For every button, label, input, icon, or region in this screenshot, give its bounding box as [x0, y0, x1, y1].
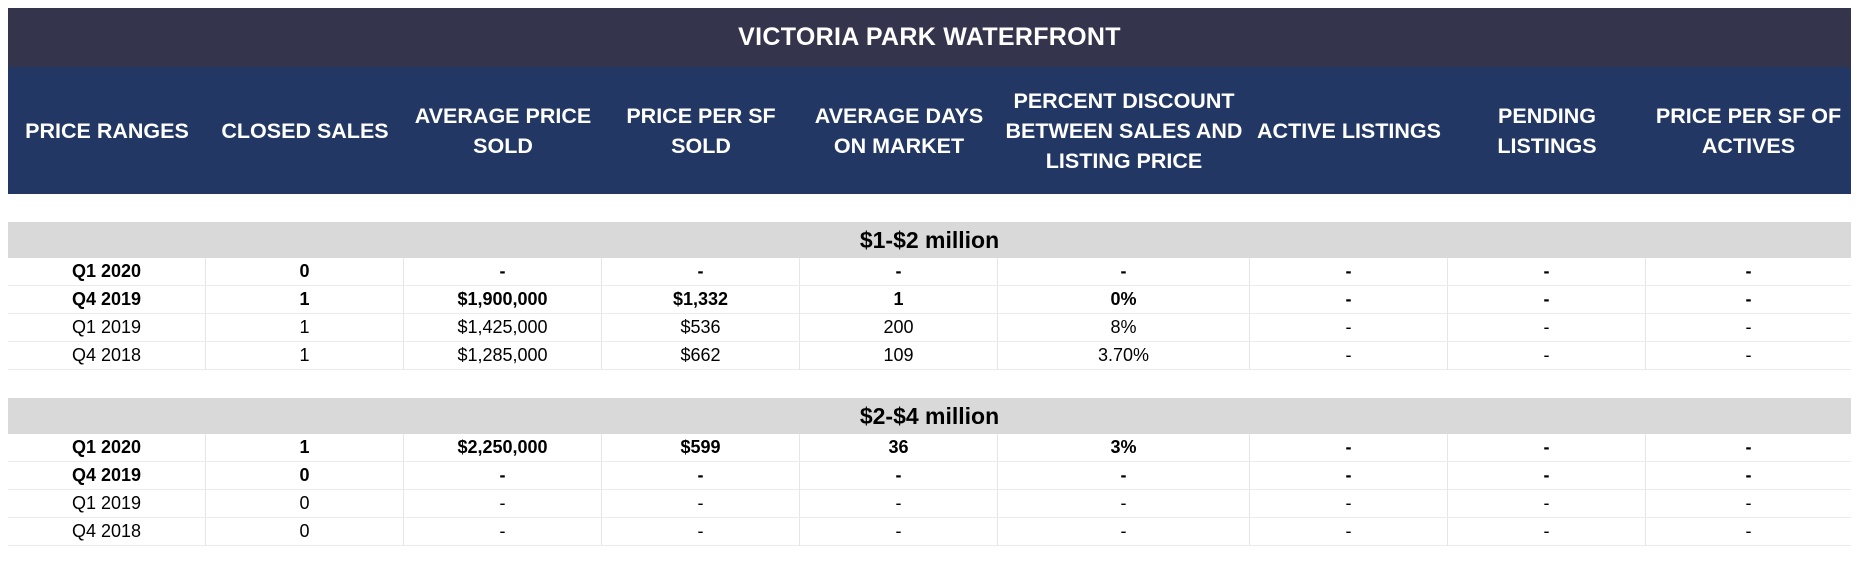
table-cell: 1 [206, 286, 404, 314]
table-cell: $599 [602, 434, 800, 462]
table-cell: - [602, 462, 800, 490]
table-cell: 0 [206, 490, 404, 518]
table-cell: - [998, 258, 1250, 286]
table-row: Q1 2019 0 - - - - - - - [8, 490, 1851, 518]
table-cell: - [602, 258, 800, 286]
table-row: Q4 2019 0 - - - - - - - [8, 462, 1851, 490]
spacer [8, 194, 1851, 222]
table-cell: - [800, 462, 998, 490]
table-cell: - [1448, 434, 1646, 462]
table-cell: $1,900,000 [404, 286, 602, 314]
table-cell: - [1448, 490, 1646, 518]
table-cell: 200 [800, 314, 998, 342]
table-cell: - [1646, 342, 1851, 370]
column-header-average-days-on-market: AVERAGE DAYS ON MARKET [814, 103, 984, 158]
table-cell: - [1250, 462, 1448, 490]
table-cell: - [602, 518, 800, 546]
table-cell: - [1646, 462, 1851, 490]
table-cell: - [800, 258, 998, 286]
table-row: Q4 2019 1 $1,900,000 $1,332 1 0% - - - [8, 286, 1851, 314]
table-cell: Q1 2019 [8, 490, 206, 518]
table-cell: - [404, 258, 602, 286]
table-cell: 0 [206, 518, 404, 546]
table-cell: - [1250, 286, 1448, 314]
table-cell: Q4 2019 [8, 286, 206, 314]
market-report-table: VICTORIA PARK WATERFRONT PRICE RANGES CL… [8, 8, 1851, 546]
table-cell: - [1448, 314, 1646, 342]
table-cell: Q1 2020 [8, 258, 206, 286]
table-cell: - [1646, 286, 1851, 314]
table-cell: Q1 2020 [8, 434, 206, 462]
spacer [8, 370, 1851, 398]
table-cell: $536 [602, 314, 800, 342]
table-cell: - [404, 490, 602, 518]
table-row: Q4 2018 0 - - - - - - - [8, 518, 1851, 546]
section-header: $2-$4 million [8, 398, 1851, 434]
table-cell: - [1250, 518, 1448, 546]
table-cell: - [998, 462, 1250, 490]
table-cell: $1,332 [602, 286, 800, 314]
table-cell: - [1448, 518, 1646, 546]
table-cell: - [1646, 314, 1851, 342]
table-row: Q1 2020 1 $2,250,000 $599 36 3% - - - [8, 434, 1851, 462]
table-cell: - [1250, 434, 1448, 462]
table-cell: Q4 2018 [8, 342, 206, 370]
column-header-price-ranges: PRICE RANGES [25, 118, 189, 143]
table-row: Q1 2019 1 $1,425,000 $536 200 8% - - - [8, 314, 1851, 342]
table-cell: 109 [800, 342, 998, 370]
table-cell: $1,425,000 [404, 314, 602, 342]
table-cell: - [1250, 342, 1448, 370]
column-header-closed-sales: CLOSED SALES [221, 118, 389, 143]
table-cell: - [1646, 490, 1851, 518]
table-cell: $1,285,000 [404, 342, 602, 370]
table-cell: - [1250, 258, 1448, 286]
table-row: Q4 2018 1 $1,285,000 $662 109 3.70% - - … [8, 342, 1851, 370]
table-cell: 0% [998, 286, 1250, 314]
table-cell: 1 [206, 434, 404, 462]
table-cell: Q1 2019 [8, 314, 206, 342]
report-title: VICTORIA PARK WATERFRONT [8, 8, 1851, 67]
table-cell: - [1448, 342, 1646, 370]
table-cell: - [1646, 518, 1851, 546]
column-header-row: PRICE RANGES CLOSED SALES AVERAGE PRICE … [8, 67, 1851, 194]
table-cell: 3% [998, 434, 1250, 462]
column-header-active-listings: ACTIVE LISTINGS [1257, 118, 1441, 143]
table-row: Q1 2020 0 - - - - - - - [8, 258, 1851, 286]
table-cell: Q4 2019 [8, 462, 206, 490]
table-cell: - [1448, 462, 1646, 490]
table-cell: Q4 2018 [8, 518, 206, 546]
section-header: $1-$2 million [8, 222, 1851, 258]
table-cell: - [800, 490, 998, 518]
table-cell: - [1448, 258, 1646, 286]
table-cell: 1 [206, 342, 404, 370]
table-cell: 1 [800, 286, 998, 314]
table-cell: - [404, 518, 602, 546]
table-cell: - [800, 518, 998, 546]
column-header-price-per-sf-sold: PRICE PER SF SOLD [626, 103, 776, 158]
table-cell: - [998, 518, 1250, 546]
table-cell: $662 [602, 342, 800, 370]
table-cell: 3.70% [998, 342, 1250, 370]
table-cell: 36 [800, 434, 998, 462]
table-cell: - [602, 490, 800, 518]
table-cell: 1 [206, 314, 404, 342]
column-header-percent-discount: PERCENT DISCOUNT BETWEEN SALES AND LISTI… [1005, 88, 1243, 173]
column-header-price-per-sf-actives: PRICE PER SF OF ACTIVES [1655, 103, 1842, 158]
table-cell: - [1646, 258, 1851, 286]
table-cell: 0 [206, 258, 404, 286]
table-cell: 8% [998, 314, 1250, 342]
table-cell: - [1250, 490, 1448, 518]
table-cell: - [1250, 314, 1448, 342]
column-header-average-price-sold: AVERAGE PRICE SOLD [414, 103, 592, 158]
table-cell: - [404, 462, 602, 490]
table-cell: - [998, 490, 1250, 518]
table-cell: - [1646, 434, 1851, 462]
table-cell: $2,250,000 [404, 434, 602, 462]
table-cell: - [1448, 286, 1646, 314]
column-header-pending-listings: PENDING LISTINGS [1497, 103, 1597, 158]
table-cell: 0 [206, 462, 404, 490]
